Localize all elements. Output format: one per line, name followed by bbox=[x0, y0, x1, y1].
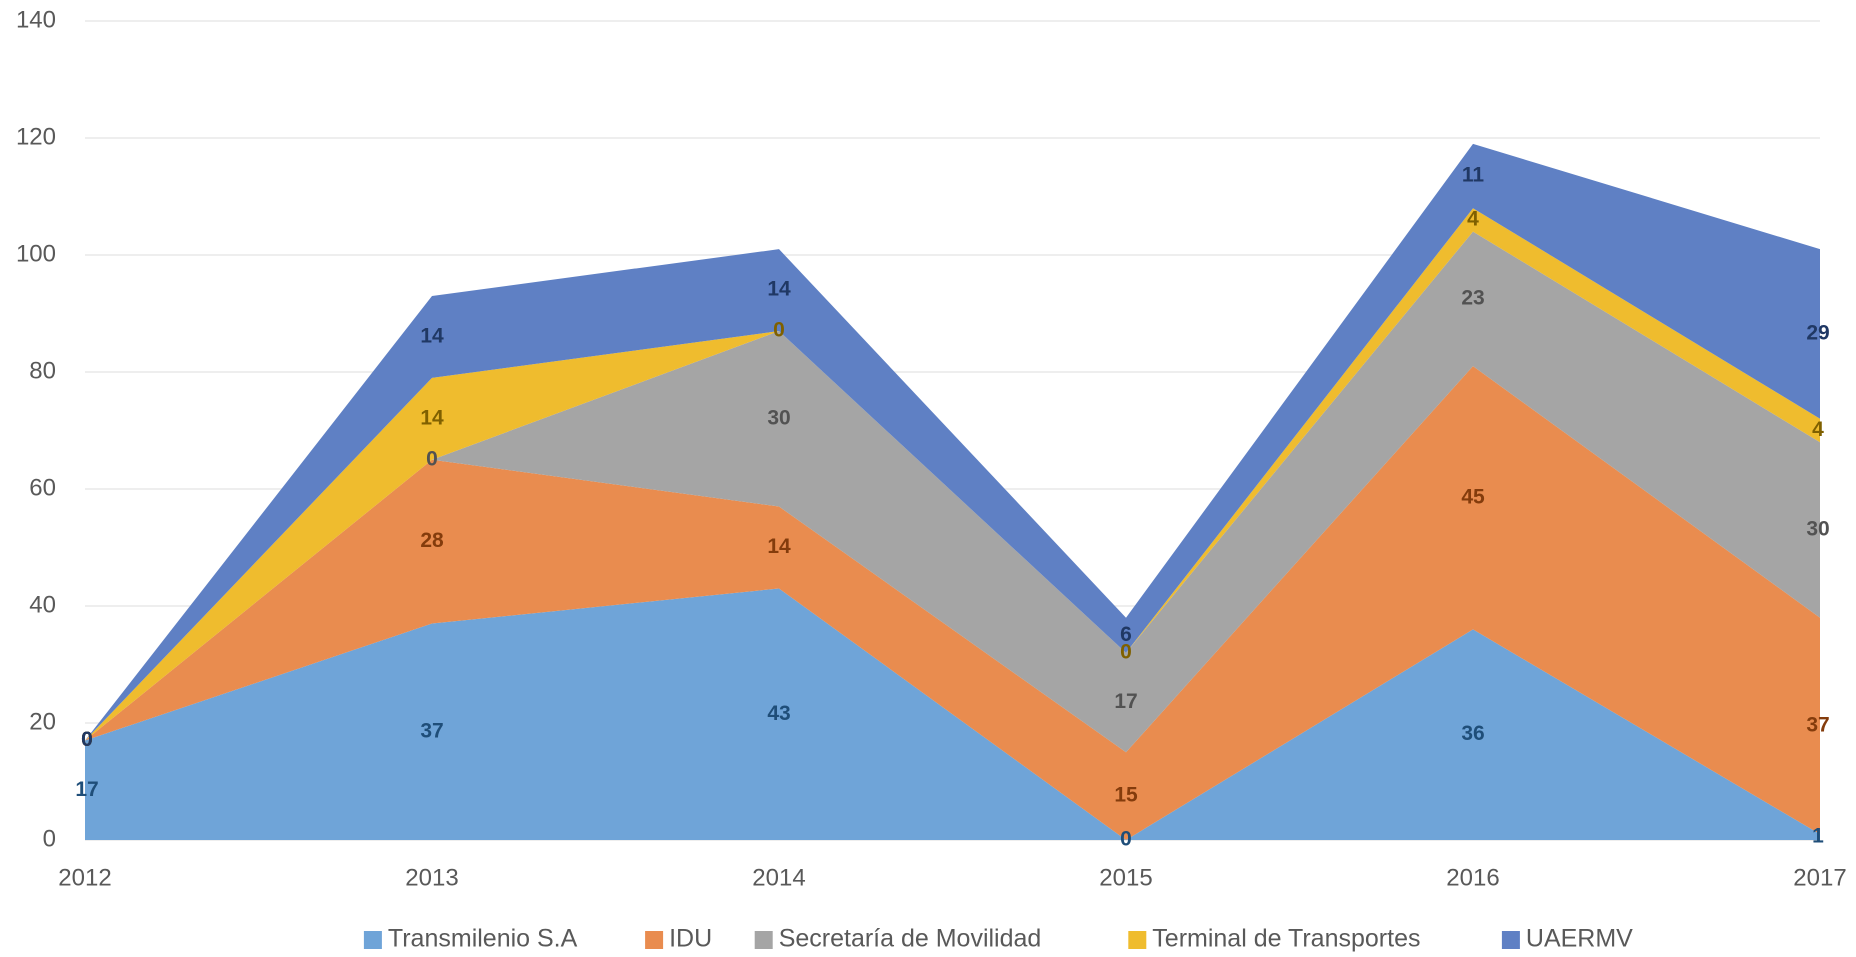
data-label: 4 bbox=[1812, 418, 1824, 441]
x-tick-label: 2015 bbox=[1099, 864, 1152, 891]
data-label: 17 bbox=[1114, 690, 1137, 713]
legend-swatch bbox=[1501, 931, 1520, 949]
legend-swatch bbox=[1128, 931, 1147, 949]
area bbox=[85, 588, 1820, 840]
y-tick-label: 120 bbox=[16, 123, 56, 150]
data-label: 37 bbox=[1806, 713, 1829, 736]
x-tick-label: 2014 bbox=[752, 864, 805, 891]
data-label: 30 bbox=[767, 406, 790, 429]
data-label: 36 bbox=[1461, 722, 1484, 745]
area bbox=[85, 143, 1820, 741]
y-tick-label: 0 bbox=[43, 825, 56, 852]
x-tick-label: 2017 bbox=[1793, 864, 1846, 891]
x-tick-label: 2016 bbox=[1446, 864, 1499, 891]
legend-label: Terminal de Transportes bbox=[1152, 925, 1420, 953]
data-label: 43 bbox=[767, 702, 790, 725]
legend-swatch bbox=[363, 931, 382, 949]
data-label: 6 bbox=[1120, 623, 1132, 646]
data-label: 1 bbox=[1812, 825, 1824, 848]
data-label: 14 bbox=[420, 406, 444, 429]
data-label: 14 bbox=[767, 535, 791, 558]
data-label: 37 bbox=[420, 719, 443, 742]
data-label: 0 bbox=[81, 728, 93, 751]
data-label: 0 bbox=[81, 728, 93, 751]
data-label: 14 bbox=[420, 324, 444, 347]
legend-label: IDU bbox=[669, 925, 712, 953]
y-tick-label: 60 bbox=[29, 474, 56, 501]
data-label: 30 bbox=[1806, 517, 1829, 540]
y-tick-label: 100 bbox=[16, 240, 56, 267]
y-tick-label: 20 bbox=[29, 708, 56, 735]
data-label: 11 bbox=[1462, 164, 1485, 187]
legend-label: Secretaría de Movilidad bbox=[779, 925, 1042, 953]
data-label: 0 bbox=[81, 728, 93, 751]
data-label: 29 bbox=[1806, 322, 1829, 345]
y-tick-label: 80 bbox=[29, 357, 56, 384]
data-label: 4 bbox=[1467, 207, 1479, 230]
area bbox=[85, 366, 1820, 840]
data-label: 15 bbox=[1114, 784, 1138, 807]
data-label: 0 bbox=[81, 728, 93, 751]
data-label: 17 bbox=[75, 778, 98, 801]
y-tick-label: 40 bbox=[29, 591, 56, 618]
data-label: 0 bbox=[1120, 640, 1132, 663]
data-label: 23 bbox=[1461, 286, 1484, 309]
data-label: 0 bbox=[773, 319, 785, 342]
data-label: 0 bbox=[1120, 828, 1132, 851]
x-tick-label: 2012 bbox=[58, 864, 111, 891]
legend-label: UAERMV bbox=[1526, 925, 1633, 953]
data-label: 45 bbox=[1461, 485, 1485, 508]
legend-label: Transmilenio S.A bbox=[388, 925, 578, 953]
area bbox=[85, 231, 1820, 753]
data-label: 14 bbox=[767, 278, 791, 301]
data-label: 28 bbox=[420, 529, 444, 552]
legend-swatch bbox=[645, 931, 664, 949]
legend-swatch bbox=[754, 931, 773, 949]
y-tick-label: 140 bbox=[16, 6, 56, 33]
data-label: 0 bbox=[426, 447, 438, 470]
x-tick-label: 2013 bbox=[405, 864, 458, 891]
